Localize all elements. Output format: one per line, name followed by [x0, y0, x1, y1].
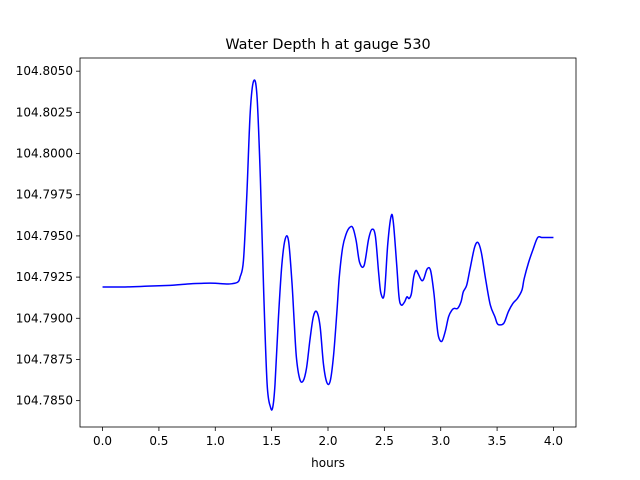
x-axis: 0.0 0.5 1.0 1.5 2.0 2.5 3.0 3.5 4.0 — [93, 427, 563, 448]
y-tick-label: 104.7975 — [16, 188, 73, 202]
plot-area — [79, 57, 577, 428]
y-tick-label: 104.7850 — [16, 394, 73, 408]
chart-title: Water Depth h at gauge 530 — [225, 37, 430, 53]
y-tick-label: 104.8025 — [16, 105, 73, 119]
y-tick-label: 104.7900 — [16, 311, 73, 325]
x-tick-label: 3.5 — [488, 434, 507, 448]
y-axis: 104.7850 104.7875 104.7900 104.7925 104.7950… — [16, 64, 80, 408]
y-tick-label: 104.7925 — [16, 270, 73, 284]
x-tick-label: 2.0 — [318, 434, 337, 448]
x-tick-label: 3.0 — [431, 434, 450, 448]
x-tick-label: 1.5 — [262, 434, 281, 448]
plot-frame — [79, 57, 577, 428]
y-tick-label: 104.7950 — [16, 229, 73, 243]
x-tick-label: 2.5 — [375, 434, 394, 448]
x-axis-label: hours — [311, 456, 345, 470]
x-tick-label: 1.0 — [206, 434, 225, 448]
y-tick-label: 104.7875 — [16, 352, 73, 366]
x-tick-label: 4.0 — [544, 434, 563, 448]
series-line-0 — [102, 79, 554, 411]
y-tick-label: 104.8050 — [16, 64, 73, 78]
x-tick-label: 0.0 — [93, 434, 112, 448]
x-tick-label: 0.5 — [149, 434, 168, 448]
y-tick-label: 104.8000 — [16, 147, 73, 161]
